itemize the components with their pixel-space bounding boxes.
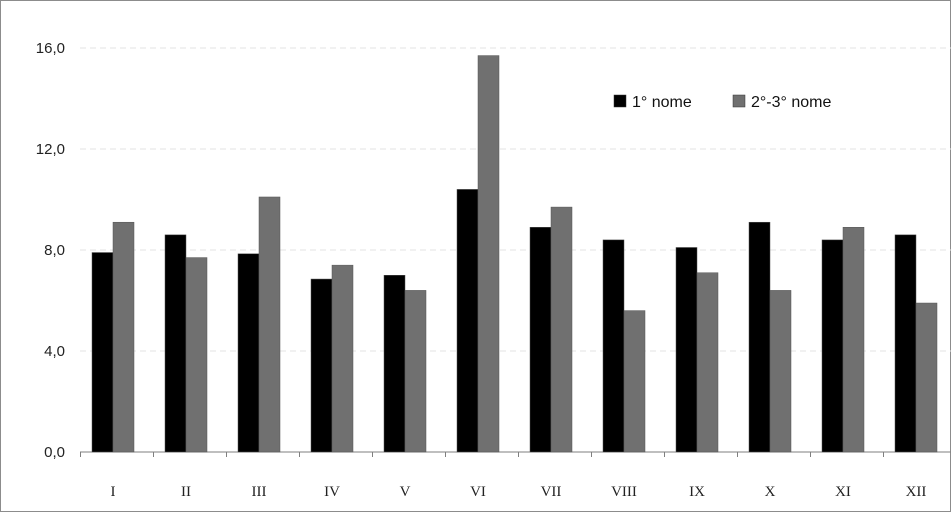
x-tick-label: VI bbox=[470, 484, 486, 500]
bar-II-series-2 bbox=[185, 257, 208, 453]
legend-swatch-series-1 bbox=[613, 94, 627, 108]
bar-VI-series-1 bbox=[456, 189, 479, 453]
bar-I-series-1 bbox=[91, 252, 114, 453]
gridlines bbox=[80, 47, 951, 352]
bar-XI-series-1 bbox=[821, 239, 844, 453]
y-tick-label: 0,0 bbox=[44, 444, 65, 461]
bar-X-series-1 bbox=[748, 221, 771, 453]
bar-IV-series-2 bbox=[331, 264, 354, 453]
bar-VII-series-2 bbox=[550, 206, 573, 453]
bar-III-series-1 bbox=[237, 253, 260, 453]
y-tick-label: 4,0 bbox=[44, 343, 65, 360]
x-tick-label: VII bbox=[541, 484, 562, 500]
x-tick-label: III bbox=[252, 484, 267, 500]
x-tick-label: XI bbox=[835, 484, 851, 500]
axes bbox=[80, 451, 951, 457]
x-tick-label: IX bbox=[689, 484, 705, 500]
bar-I-series-2 bbox=[112, 221, 135, 453]
bar-VIII-series-2 bbox=[623, 310, 646, 453]
x-tick-label: XII bbox=[906, 484, 927, 500]
bar-VI-series-2 bbox=[477, 55, 500, 453]
x-tick-label: VIII bbox=[611, 484, 637, 500]
bar-IX-series-1 bbox=[675, 247, 698, 453]
bar-XII-series-2 bbox=[915, 302, 938, 453]
x-tick-labels: I II III IV V VI VII VIII IX X XI XII bbox=[111, 484, 927, 500]
y-tick-label: 8,0 bbox=[44, 242, 65, 259]
y-tick-label: 16,0 bbox=[36, 40, 65, 57]
x-tick-label: X bbox=[765, 484, 776, 500]
legend: 1° nome 2°-3° nome bbox=[613, 94, 831, 111]
legend-label-series-2: 2°-3° nome bbox=[751, 94, 831, 111]
bar-V-series-2 bbox=[404, 290, 427, 453]
bar-III-series-2 bbox=[258, 196, 281, 453]
bar-XII-series-1 bbox=[894, 234, 917, 453]
bar-XI-series-2 bbox=[842, 227, 865, 453]
x-tick-label: V bbox=[400, 484, 411, 500]
bar-II-series-1 bbox=[164, 234, 187, 453]
y-tick-label: 12,0 bbox=[36, 141, 65, 158]
bar-VII-series-1 bbox=[529, 227, 552, 453]
y-tick-labels: 0,0 4,0 8,0 12,0 16,0 bbox=[36, 40, 65, 461]
x-tick-label: I bbox=[111, 484, 116, 500]
x-tick-label: II bbox=[181, 484, 191, 500]
legend-label-series-1: 1° nome bbox=[632, 94, 692, 111]
bar-V-series-1 bbox=[383, 275, 406, 453]
legend-swatch-series-2 bbox=[732, 94, 746, 108]
bar-VIII-series-1 bbox=[602, 239, 625, 453]
x-tick-label: IV bbox=[324, 484, 340, 500]
bars bbox=[91, 55, 938, 453]
bar-X-series-2 bbox=[769, 290, 792, 453]
bar-IX-series-2 bbox=[696, 272, 719, 453]
bar-IV-series-1 bbox=[310, 278, 333, 453]
